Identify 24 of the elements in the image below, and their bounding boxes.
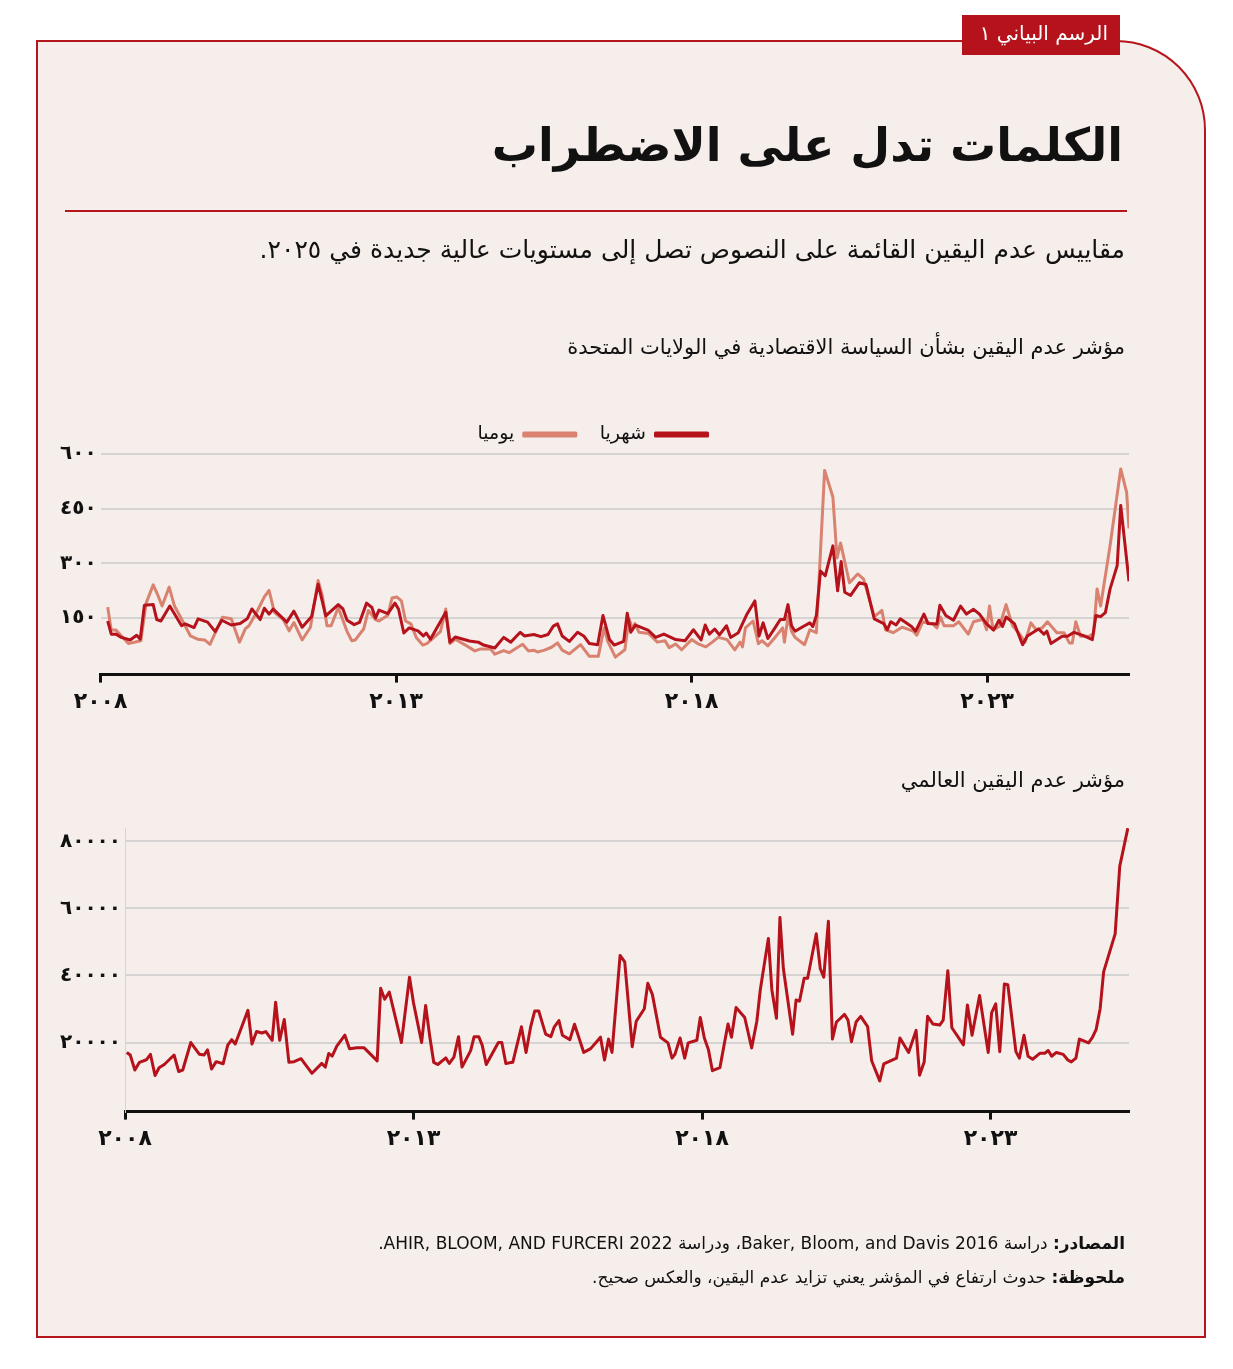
- x-tick-label: ٢٠١٨: [675, 1124, 730, 1150]
- text: المصادر: دراسة Baker, Bloom, and Davis 2016، ودراسة AHIR, BLOOM, AND FURCERI 2022.: [377, 1232, 1125, 1255]
- x-tick-label: ٢٠٢٣: [963, 1124, 1018, 1150]
- y-tick-label: ٤٥٠: [60, 494, 97, 519]
- y-tick-label: ٢٠٠٠٠: [59, 1028, 122, 1053]
- y-tick-label: ٣٠٠: [60, 549, 97, 574]
- y-tick-label: ٦٠٠٠٠: [59, 894, 122, 919]
- x-tick-label: ٢٠١٣: [369, 687, 424, 713]
- text: ملحوظة: حدوث ارتفاع في المؤشر يعني تزايد عدم اليقين، والعكس صحيح.: [591, 1266, 1125, 1290]
- y-tick-label: ٤٠٠٠٠: [59, 961, 122, 986]
- x-tick-label: ٢٠٠٨: [98, 1124, 153, 1150]
- chart-title: مؤشر عدم اليقين العالمي: [899, 768, 1125, 792]
- x-tick-label: ٢٠١٣: [386, 1124, 441, 1150]
- x-tick-label: ٢٠٠٨: [73, 687, 129, 713]
- legend-label: يوميا: [477, 421, 515, 445]
- y-tick-label: ٦٠٠: [60, 440, 97, 465]
- x-tick-label: ٢٠٢٣: [960, 687, 1015, 713]
- text: الرسم البياني ١: [961, 15, 1120, 55]
- x-tick-label: ٢٠١٨: [664, 687, 720, 713]
- legend-label: شهريا: [599, 421, 647, 445]
- chart-subtitle: مقاييس عدم اليقين القائمة على النصوص تصل إلى مستويات عالية جديدة في ٢٠٢٥.: [258, 234, 1125, 266]
- y-tick-label: ٨٠٠٠٠: [59, 827, 122, 852]
- y-tick-label: ١٥٠: [60, 604, 97, 629]
- chart-title: الكلمات تدل على الاضطراب: [490, 118, 1123, 172]
